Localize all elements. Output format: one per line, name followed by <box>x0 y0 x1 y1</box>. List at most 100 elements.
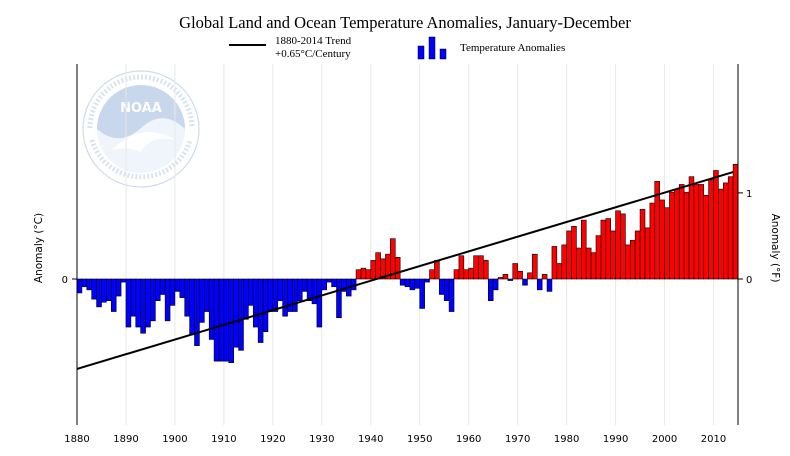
x-tick-label-1990: 1990 <box>603 434 628 445</box>
bar-2005 <box>688 176 695 280</box>
bar-1913 <box>238 278 244 351</box>
bar-1969 <box>512 263 518 280</box>
bar-1917 <box>257 278 264 343</box>
bar-1921 <box>277 278 283 302</box>
bar-1883 <box>91 278 97 300</box>
bar-2010 <box>713 170 719 280</box>
bar-1949 <box>414 278 421 289</box>
bar-1982 <box>576 247 582 280</box>
bar-1957 <box>453 269 460 280</box>
bar-1994 <box>634 230 641 280</box>
bar-1985 <box>590 252 597 280</box>
bar-1956 <box>448 278 455 312</box>
bar-1930 <box>321 278 328 291</box>
bar-1892 <box>135 278 141 328</box>
bar-1881 <box>81 278 88 288</box>
bar-1885 <box>101 278 107 303</box>
bar-1960 <box>468 267 474 280</box>
bar-1952 <box>429 269 435 280</box>
bar-1951 <box>424 278 430 283</box>
bar-1893 <box>140 278 146 334</box>
bar-2008 <box>703 195 709 280</box>
bar-1929 <box>316 278 323 328</box>
bar-1937 <box>355 269 362 280</box>
bar-1962 <box>478 255 484 280</box>
bar-1978 <box>556 263 563 280</box>
bar-1887 <box>110 278 117 312</box>
bar-1914 <box>243 278 249 320</box>
bar-1986 <box>595 235 602 280</box>
bar-1968 <box>507 278 514 281</box>
bar-1928 <box>311 278 318 305</box>
bar-1897 <box>159 278 166 295</box>
bar-1999 <box>659 199 665 280</box>
bar-1961 <box>473 255 479 280</box>
x-tick-label-1930: 1930 <box>309 434 334 445</box>
bar-1973 <box>532 253 538 280</box>
bar-1900 <box>174 278 181 292</box>
legend-bar-swatch-3 <box>439 48 447 60</box>
bar-1991 <box>620 213 626 280</box>
bar-1997 <box>649 202 656 280</box>
legend-bars-label: Temperature Anomalies <box>460 42 565 54</box>
bar-1909 <box>218 278 225 362</box>
bar-1923 <box>287 278 293 312</box>
bar-1948 <box>409 278 416 291</box>
bar-2013 <box>727 176 734 280</box>
bar-1925 <box>297 278 303 302</box>
x-tick-label-1960: 1960 <box>456 434 481 445</box>
trend-layer <box>76 171 734 370</box>
y-axis-label-left: Anomaly (°C) <box>33 213 45 283</box>
bar-1888 <box>115 278 122 297</box>
bar-2006 <box>693 184 700 280</box>
bar-1983 <box>581 219 587 280</box>
bar-1959 <box>463 269 470 280</box>
bar-1890 <box>125 278 132 328</box>
bar-1889 <box>120 278 127 283</box>
x-tick-label-1880: 1880 <box>64 434 89 445</box>
bar-1899 <box>169 278 176 306</box>
bar-1886 <box>106 278 112 302</box>
x-tick-label-1920: 1920 <box>260 434 285 445</box>
x-tick-label-1890: 1890 <box>113 434 138 445</box>
bar-1975 <box>541 274 548 280</box>
bar-1931 <box>326 278 332 283</box>
bar-1955 <box>443 278 450 302</box>
bar-1898 <box>164 278 171 322</box>
bar-1919 <box>267 278 274 312</box>
bar-1932 <box>331 278 337 288</box>
x-tick-label-1900: 1900 <box>162 434 187 445</box>
bar-1918 <box>262 278 269 333</box>
bar-1916 <box>252 278 259 328</box>
bar-2000 <box>664 207 670 280</box>
trend-line <box>76 171 734 370</box>
bar-1945 <box>394 256 401 280</box>
bar-1938 <box>360 267 367 280</box>
bar-1990 <box>615 210 621 280</box>
y-axis-label-right: Anomaly (°F) <box>769 214 781 283</box>
bar-1954 <box>439 278 445 295</box>
bar-1993 <box>629 239 636 280</box>
bar-1906 <box>204 278 210 312</box>
bar-1953 <box>434 260 440 280</box>
bar-2011 <box>718 188 724 280</box>
bar-1996 <box>644 227 651 280</box>
bar-1891 <box>130 278 137 317</box>
bar-2009 <box>708 179 714 280</box>
bar-1894 <box>145 278 151 328</box>
bar-2001 <box>669 191 675 280</box>
x-tick-label-1980: 1980 <box>554 434 579 445</box>
x-tick-label-2000: 2000 <box>652 434 677 445</box>
legend-trend-label-line1: 1880-2014 Trend <box>275 35 352 47</box>
left-y-tick-label-0: 0 <box>62 275 68 286</box>
bar-1987 <box>600 219 607 280</box>
legend-bar-swatch-1 <box>417 45 425 60</box>
bar-1976 <box>546 278 553 292</box>
legend: 1880-2014 Trend +0.65°C/Century Temperat… <box>229 35 565 60</box>
bar-1912 <box>233 278 239 348</box>
bar-1967 <box>502 274 509 280</box>
bar-1902 <box>184 278 190 317</box>
bar-1995 <box>639 208 646 280</box>
bar-1915 <box>248 278 254 306</box>
bar-2014 <box>732 164 739 280</box>
